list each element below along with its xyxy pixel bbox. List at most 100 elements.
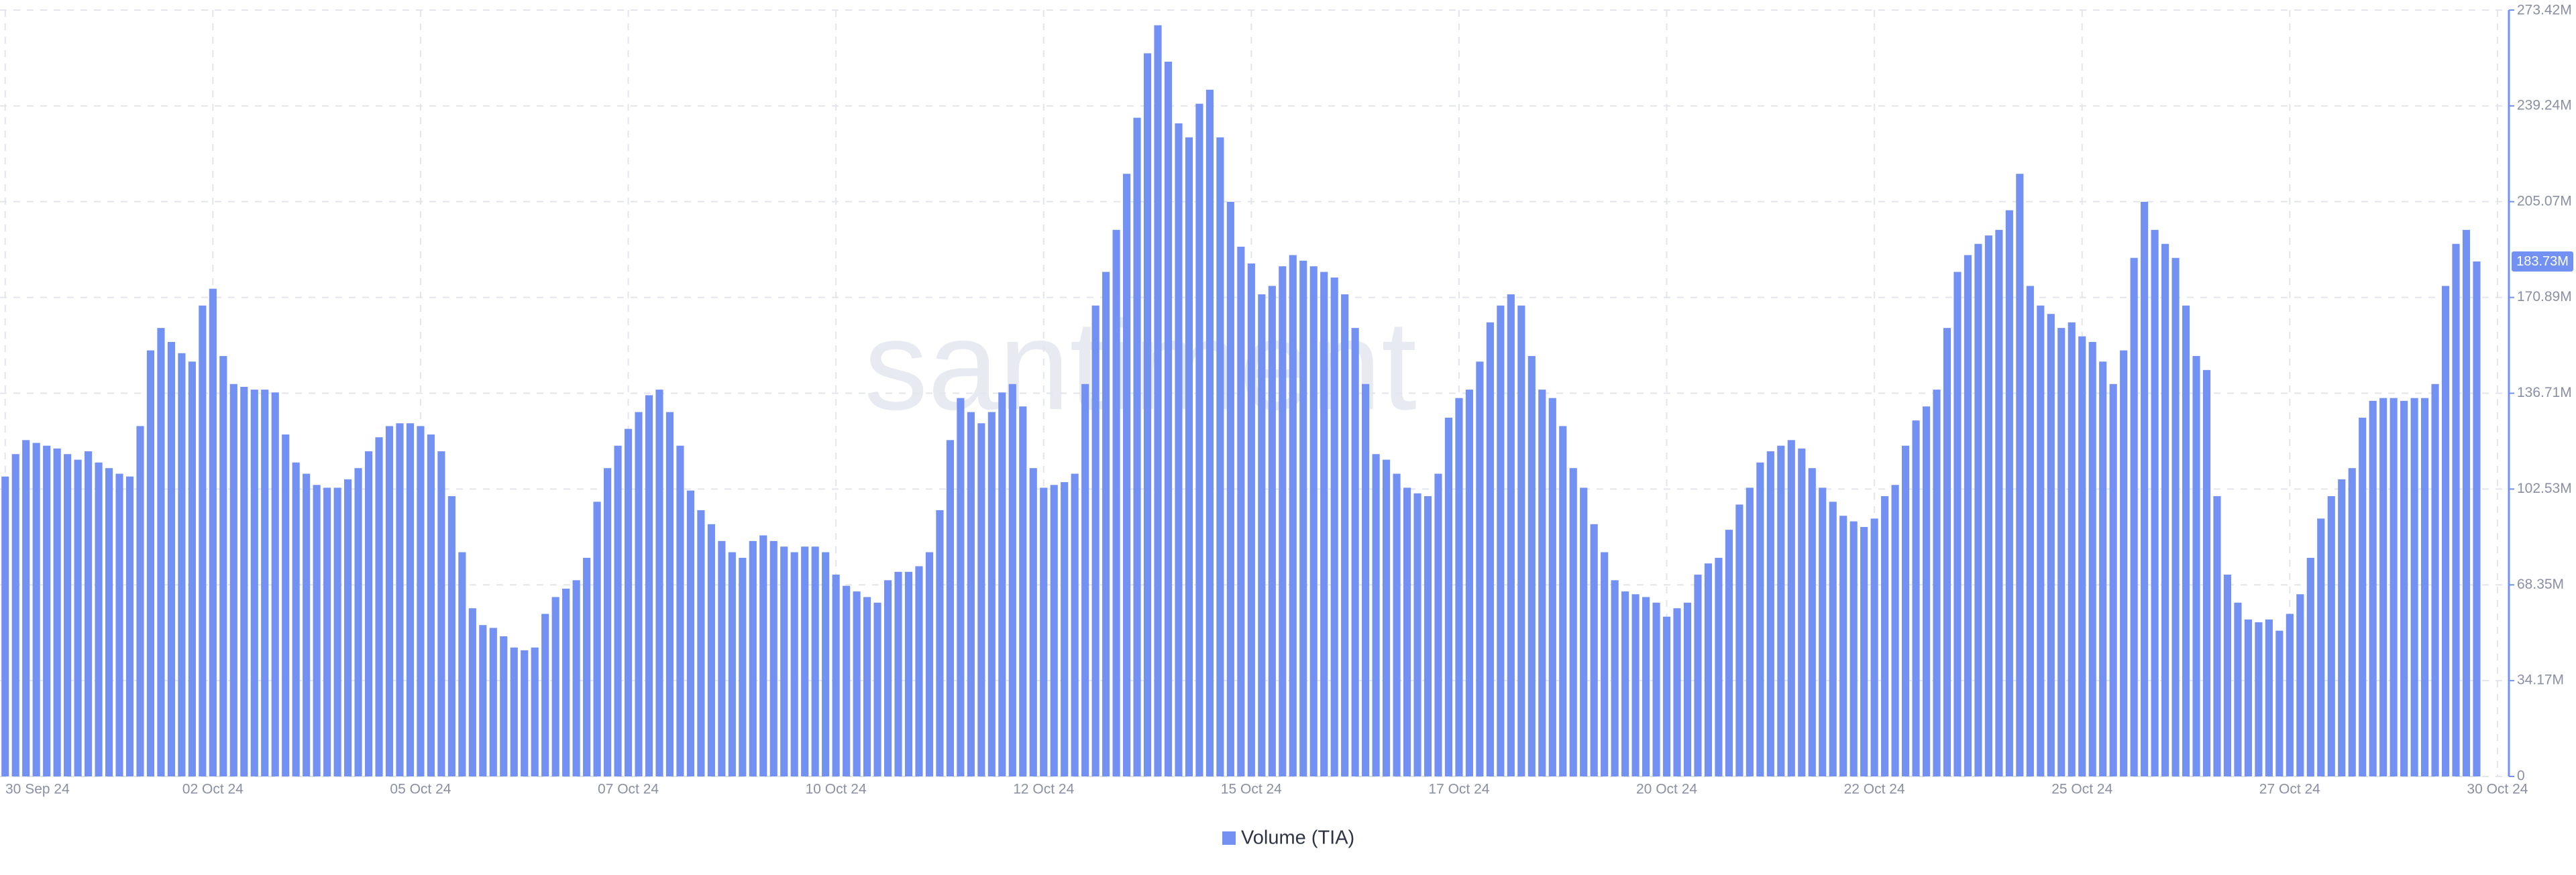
bar	[2213, 495, 2221, 776]
bar	[562, 588, 570, 776]
bar	[240, 386, 248, 776]
bar	[2141, 202, 2149, 776]
bar	[1123, 174, 1131, 776]
bar	[904, 571, 913, 776]
bar	[250, 390, 258, 776]
bar	[894, 571, 902, 776]
bar	[2390, 398, 2398, 776]
y-tick-label: 34.17M	[2517, 673, 2564, 688]
bar	[1434, 473, 1442, 776]
x-tick-label: 25 Oct 24	[2051, 782, 2112, 797]
bar	[1870, 518, 1878, 776]
bar	[2192, 355, 2200, 776]
bar	[1601, 552, 1609, 776]
bar	[229, 384, 237, 776]
bar	[739, 557, 747, 776]
bar	[1725, 530, 1733, 776]
bar	[32, 443, 40, 776]
bar	[2452, 243, 2460, 777]
bar	[2462, 229, 2471, 776]
bar	[1320, 272, 1328, 777]
x-tick-label: 07 Oct 24	[598, 782, 659, 797]
x-tick-label: 30 Sep 24	[5, 782, 70, 797]
bar	[2410, 398, 2418, 776]
bar	[95, 462, 103, 776]
bar	[2088, 342, 2096, 777]
bar	[53, 448, 61, 776]
bar	[125, 476, 134, 776]
bar	[1237, 246, 1245, 776]
bar	[1995, 229, 2003, 776]
x-tick-label: 17 Oct 24	[1428, 782, 1489, 797]
bar	[2338, 479, 2346, 776]
bar	[1403, 487, 1411, 776]
bar	[458, 552, 466, 776]
bar	[801, 546, 809, 776]
bar	[614, 445, 622, 776]
bar	[946, 440, 954, 776]
bar	[1071, 473, 1079, 776]
bar	[1175, 123, 1183, 776]
bar	[292, 462, 300, 776]
bar	[1383, 459, 1391, 776]
bar	[1205, 89, 1214, 777]
bar	[635, 412, 643, 776]
bar	[1102, 272, 1110, 777]
bar	[1611, 580, 1619, 776]
bar	[1216, 137, 1224, 777]
bar	[1279, 266, 1287, 776]
bar	[832, 575, 840, 776]
bar	[2431, 384, 2439, 776]
bar	[624, 428, 633, 776]
bar	[188, 361, 196, 776]
bar	[2161, 243, 2169, 777]
bar	[1683, 602, 1692, 776]
bar	[572, 580, 580, 776]
bar	[521, 650, 529, 776]
bar	[2223, 575, 2232, 776]
bar	[1819, 487, 1827, 776]
bar	[2099, 361, 2107, 776]
y-tick-label: 239.24M	[2517, 97, 2572, 113]
bar	[105, 468, 113, 776]
bar	[1943, 328, 1951, 776]
x-tick-label: 05 Oct 24	[390, 782, 451, 797]
x-tick-label: 02 Oct 24	[182, 782, 244, 797]
bar	[385, 426, 394, 776]
bar	[364, 451, 373, 776]
x-tick-label: 10 Oct 24	[806, 782, 867, 797]
bar	[2078, 336, 2086, 776]
bar	[437, 451, 445, 776]
bar	[811, 546, 819, 776]
bar	[2400, 400, 2408, 776]
bar	[1798, 448, 1806, 776]
bar	[510, 647, 518, 776]
bar	[1486, 322, 1494, 776]
bar	[2473, 261, 2481, 776]
bar	[2275, 630, 2284, 776]
bar	[396, 423, 404, 776]
bar	[1029, 468, 1037, 776]
bar	[2348, 468, 2356, 776]
bar	[2244, 619, 2252, 776]
bar	[1372, 454, 1380, 776]
bar	[323, 487, 331, 776]
bar	[219, 355, 227, 776]
bar	[1642, 597, 1650, 776]
bar	[604, 468, 612, 776]
bar	[987, 412, 996, 776]
bar	[2317, 518, 2325, 776]
bar	[2047, 314, 2055, 776]
bar	[1154, 25, 1162, 776]
bar	[957, 398, 965, 776]
bar	[883, 580, 892, 776]
bar	[1195, 103, 1203, 776]
bar	[2369, 400, 2377, 776]
bar	[1559, 426, 1567, 776]
bar	[1497, 305, 1505, 776]
y-tick-label: 102.53M	[2517, 481, 2572, 496]
bar	[2306, 557, 2314, 776]
bar	[1040, 487, 1048, 776]
bar	[354, 468, 362, 776]
bar	[1008, 384, 1016, 776]
